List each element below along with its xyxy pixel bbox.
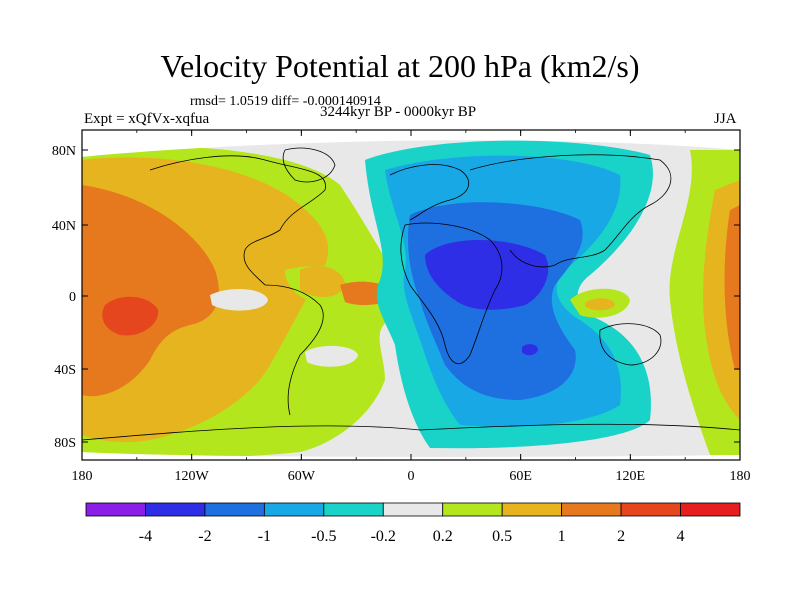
colorbar-swatch [620,502,681,517]
colorbar-swatch [501,502,563,517]
y-tick-label: 80N [52,144,76,159]
season-label: JJA [714,111,737,127]
contour-east-edge-high [724,205,740,370]
colorbar-label: 2 [617,528,625,545]
colorbar-label: 0.2 [433,528,453,545]
colorbar-swatch [263,502,325,517]
y-axis: 80N 40N 0 40S 80S [52,144,740,451]
coastline-australia [599,323,662,366]
coastlines [82,147,740,441]
contour-positive-high [82,185,219,397]
y-tick-label: 40S [54,363,76,378]
map-title: Velocity Potential at 200 hPa (km2/s) [160,48,640,84]
experiment-label: Expt = xQfVx-xqfua [84,111,210,127]
colorbar-label: -1 [258,528,271,545]
coastline-antarctica [82,423,740,441]
velocity-potential-field [82,140,740,457]
colorbar-label: 4 [677,528,685,545]
y-tick-label: 0 [69,290,76,305]
colorbar-label: -2 [198,528,211,545]
colorbar-label: -0.2 [371,528,396,545]
contour-westpacific-mid [585,298,615,311]
colorbar-label: 0.5 [492,528,512,545]
period-label: 3244kyr BP - 0000kyr BP [320,104,477,120]
colorbar-swatch [442,502,503,517]
colorbar-swatch [680,502,741,517]
coastline-africa [400,222,503,365]
colorbar: -4 -2 -1 -0.5 -0.2 0.2 0.5 1 2 4 [85,502,741,545]
contour-neutral-hole-2 [305,345,358,367]
contour-neutral-hole-1 [210,288,268,311]
coastline-europe [389,164,470,221]
map-subtitle: rmsd= 1.0519 diff= -0.000140914 [190,94,381,109]
contour-atlantic-mid [300,265,345,297]
x-tick-label: 0 [408,469,415,484]
x-tick-label: 120W [175,469,210,484]
colorbar-swatch [85,502,146,517]
colorbar-swatch [561,502,622,517]
coastline-south-america [264,284,324,416]
x-tick-label: 120E [616,469,646,484]
colorbar-swatch [323,502,384,517]
colorbar-swatch [145,502,206,517]
x-tick-label: 60W [288,469,316,484]
colorbar-swatch [382,502,444,517]
colorbar-swatch [204,502,265,517]
contour-negative-max [425,240,549,310]
y-tick-label: 40N [52,219,76,234]
contour-negative-small [522,344,538,356]
coastline-asia [469,154,672,268]
coastline-north-america [149,155,326,286]
colorbar-label: -0.5 [311,528,336,545]
x-tick-label: 60E [509,469,532,484]
colorbar-label: -4 [139,528,152,545]
x-axis: 180 120W 60W 0 60E 120E 180 [72,130,751,484]
colorbar-label: 1 [558,528,566,545]
coastline-greenland [282,147,336,183]
y-tick-label: 80S [54,436,76,451]
contour-positive-max [102,296,159,336]
x-tick-label: 180 [730,469,751,484]
x-tick-label: 180 [72,469,93,484]
